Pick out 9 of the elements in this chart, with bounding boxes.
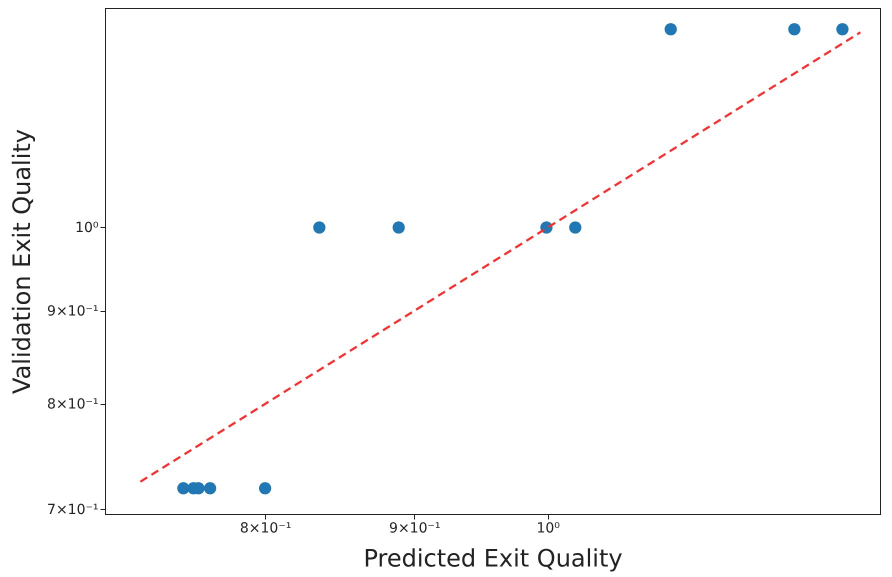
x-tick-label: 10⁰ [536,520,560,536]
y-axis-title: Validation Exit Quality [8,129,36,394]
y-tick-label: 10⁰ [75,220,99,236]
x-tick-label: 8×10⁻¹ [240,520,292,536]
x-axis-title: Predicted Exit Quality [363,544,623,572]
x-tick-label: 9×10⁻¹ [389,520,441,536]
y-tick-label: 7×10⁻¹ [47,502,98,518]
y-tick-label: 9×10⁻¹ [47,303,98,320]
y-tick-label: 8×10⁻¹ [47,396,98,412]
